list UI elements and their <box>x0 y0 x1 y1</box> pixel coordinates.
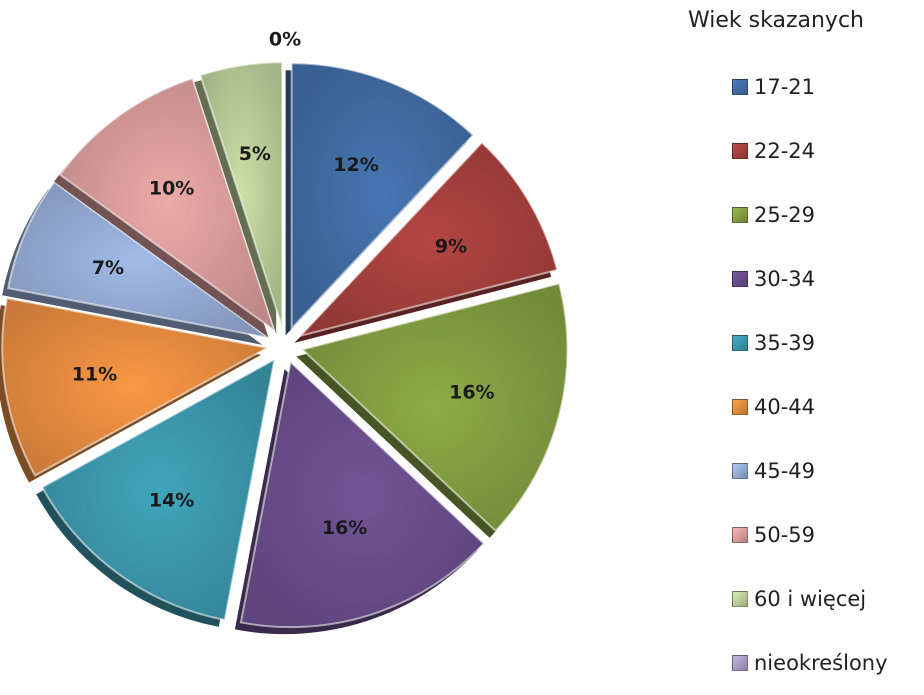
pie-chart-svg: 12% 9% 16% 16% 14% 11% 7% 10% 5% 0% <box>0 29 569 635</box>
pie-slice-30-34 <box>239 360 486 629</box>
legend-item: nieokreślony <box>732 631 920 695</box>
legend-swatch <box>732 527 748 543</box>
legend-label: 30-34 <box>754 267 816 291</box>
legend-item: 35-39 <box>732 311 920 375</box>
data-label-50-59: 10% <box>149 177 194 199</box>
data-label-nieokreślony: 0% <box>269 29 301 51</box>
pie-slice-35-39 <box>40 357 276 622</box>
legend-label: 25-29 <box>754 203 816 227</box>
pie-slice-50-59 <box>58 77 277 334</box>
pie-slice-60-i-więcej <box>199 61 284 328</box>
data-label-30-34: 16% <box>322 517 367 539</box>
legend-item: 22-24 <box>732 119 920 183</box>
data-label-25-29: 16% <box>449 381 494 403</box>
legend-item: 60 i więcej <box>732 567 920 631</box>
legend-item: 17-21 <box>732 55 920 119</box>
data-label-60-i-więcej: 5% <box>239 143 271 165</box>
pie-slice-17-21 <box>290 62 475 331</box>
data-label-40-44: 11% <box>72 364 117 386</box>
legend-swatch <box>732 335 748 351</box>
legend-swatch <box>732 271 748 287</box>
legend-label: 17-21 <box>754 75 816 99</box>
pie-chart: 12% 9% 16% 16% 14% 11% 7% 10% 5% 0% <box>0 29 569 635</box>
legend-item: 50-59 <box>732 503 920 567</box>
data-label-35-39: 14% <box>149 490 194 512</box>
pie-slice-40-44 <box>1 296 271 477</box>
legend-item: 30-34 <box>732 247 920 311</box>
pie-slice-45-49 <box>7 180 270 339</box>
legend-swatch <box>732 399 748 415</box>
legend-item: 40-44 <box>732 375 920 439</box>
legend-label: 40-44 <box>754 395 816 419</box>
legend-label: nieokreślony <box>754 651 888 675</box>
legend-label: 45-49 <box>754 459 816 483</box>
legend-swatch <box>732 143 748 159</box>
legend-label: 22-24 <box>754 139 816 163</box>
legend-label: 50-59 <box>754 523 816 547</box>
legend-label: 35-39 <box>754 331 816 355</box>
legend-swatch <box>732 655 748 671</box>
data-label-22-24: 9% <box>435 235 467 257</box>
data-label-17-21: 12% <box>333 154 378 176</box>
chart-legend: Wiek skazanych 17-21 22-24 25-29 30-34 35-39… <box>680 8 920 695</box>
legend-title: Wiek skazanych <box>688 8 864 33</box>
legend-item: 45-49 <box>732 439 920 503</box>
pie-slice-25-29 <box>300 282 569 533</box>
legend-swatch <box>732 463 748 479</box>
data-label-45-49: 7% <box>92 257 124 279</box>
legend-item: 25-29 <box>732 183 920 247</box>
legend-swatch <box>732 79 748 95</box>
legend-swatch <box>732 207 748 223</box>
pie-slice-22-24 <box>297 141 559 338</box>
legend-swatch <box>732 591 748 607</box>
legend-label: 60 i więcej <box>754 587 867 611</box>
